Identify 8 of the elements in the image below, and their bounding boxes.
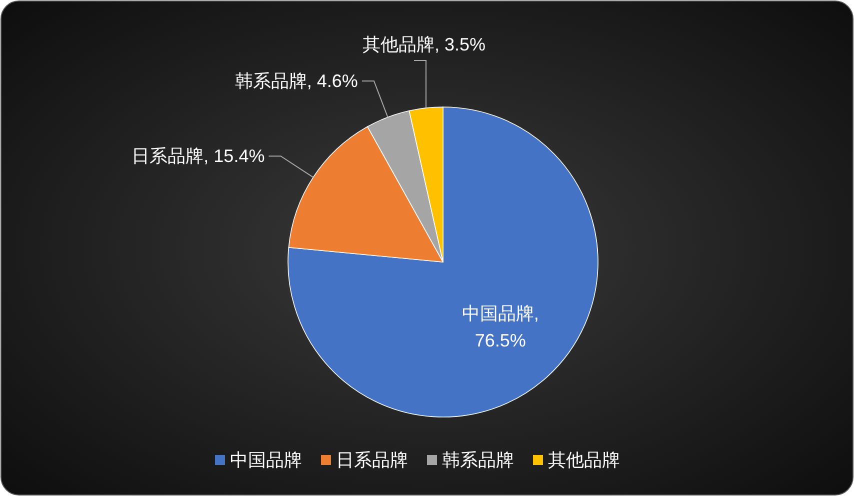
data-label: 中国品牌, 76.5% [462,304,539,351]
legend-label: 日系品牌 [336,450,408,470]
legend-label: 韩系品牌 [442,450,514,470]
data-label: 其他品牌, 3.5% [362,34,486,54]
slice-label: 中国品牌 [230,450,302,470]
legend-label: 其他品牌 [548,450,620,470]
data-label: 韩系品牌, 4.6% [234,70,358,91]
data-label: 日系品牌, 15.4% [132,146,265,166]
